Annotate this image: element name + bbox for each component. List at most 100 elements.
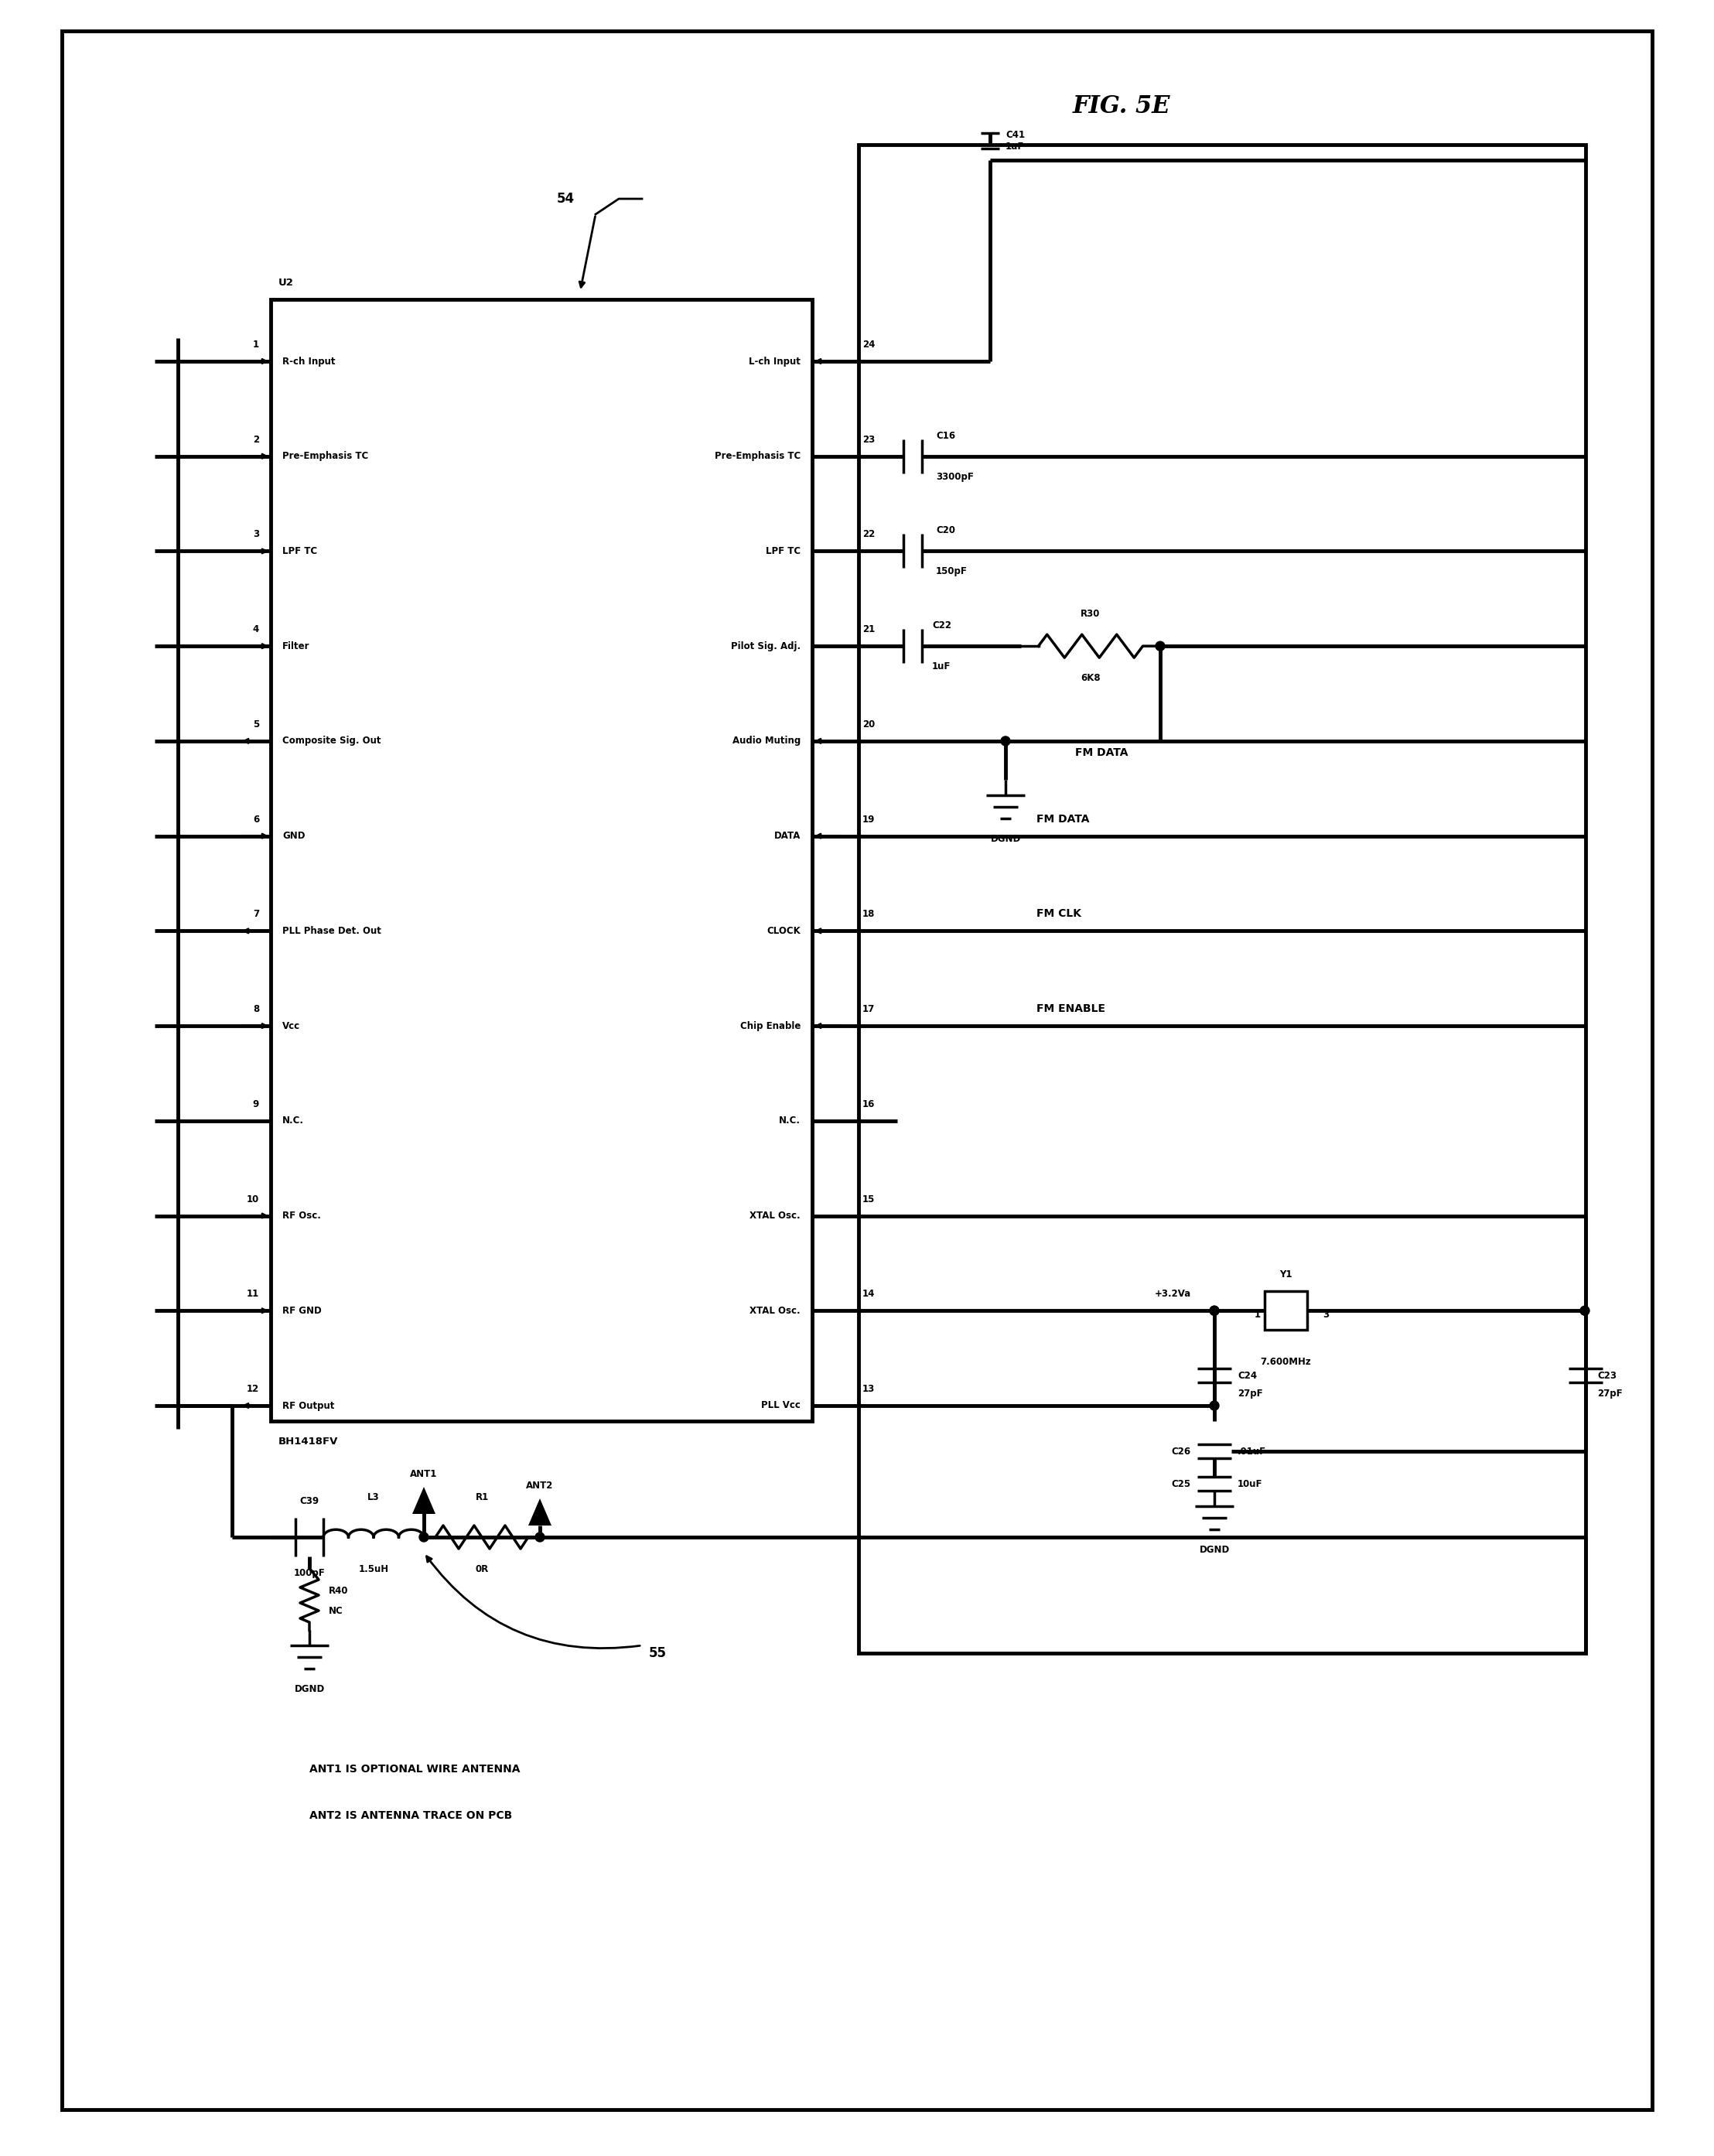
Circle shape xyxy=(1580,1307,1589,1315)
Text: R-ch Input: R-ch Input xyxy=(283,356,336,367)
Text: L3: L3 xyxy=(367,1492,379,1503)
Polygon shape xyxy=(413,1488,435,1514)
Text: 19: 19 xyxy=(862,815,876,824)
Text: Pre-Emphasis TC: Pre-Emphasis TC xyxy=(715,451,800,461)
Text: Pilot Sig. Adj.: Pilot Sig. Adj. xyxy=(730,640,800,651)
Text: .01uF: .01uF xyxy=(1238,1447,1267,1455)
Text: 6K8: 6K8 xyxy=(1080,673,1100,683)
Text: 7.600MHz: 7.600MHz xyxy=(1260,1356,1311,1367)
Text: Composite Sig. Out: Composite Sig. Out xyxy=(283,735,381,746)
Text: XTAL Osc.: XTAL Osc. xyxy=(749,1307,800,1315)
Text: DGND: DGND xyxy=(1200,1546,1229,1554)
Text: NC: NC xyxy=(329,1606,343,1615)
Text: 10uF: 10uF xyxy=(1238,1479,1263,1490)
Text: ANT1 IS OPTIONAL WIRE ANTENNA: ANT1 IS OPTIONAL WIRE ANTENNA xyxy=(310,1764,519,1774)
Text: L-ch Input: L-ch Input xyxy=(749,356,800,367)
Circle shape xyxy=(535,1533,545,1542)
Text: 100pF: 100pF xyxy=(293,1567,326,1578)
Text: R40: R40 xyxy=(329,1587,348,1595)
FancyBboxPatch shape xyxy=(62,30,1652,2109)
Text: RF GND: RF GND xyxy=(283,1307,322,1315)
Circle shape xyxy=(1155,642,1166,651)
Text: LPF TC: LPF TC xyxy=(283,545,317,556)
Text: 5: 5 xyxy=(252,720,259,729)
Text: XTAL Osc.: XTAL Osc. xyxy=(749,1212,800,1220)
Text: R30: R30 xyxy=(1082,608,1100,619)
Text: 54: 54 xyxy=(557,192,574,205)
FancyBboxPatch shape xyxy=(1265,1291,1308,1330)
Circle shape xyxy=(1210,1401,1219,1410)
FancyBboxPatch shape xyxy=(271,300,812,1421)
Circle shape xyxy=(1001,737,1010,746)
Text: ANT2: ANT2 xyxy=(526,1481,554,1490)
Text: 13: 13 xyxy=(862,1384,874,1395)
Text: Audio Muting: Audio Muting xyxy=(732,735,800,746)
Text: C41
1uF: C41 1uF xyxy=(1006,129,1025,151)
Text: 16: 16 xyxy=(862,1100,876,1108)
Text: C20: C20 xyxy=(936,526,955,535)
Text: C39: C39 xyxy=(300,1496,319,1507)
Text: Vcc: Vcc xyxy=(283,1020,300,1031)
Text: R1: R1 xyxy=(475,1492,488,1503)
Text: C22: C22 xyxy=(932,621,951,630)
Text: BH1418FV: BH1418FV xyxy=(278,1436,338,1447)
Text: 3300pF: 3300pF xyxy=(936,472,974,481)
Text: C26: C26 xyxy=(1172,1447,1191,1455)
Text: C16: C16 xyxy=(936,431,955,440)
Text: FM ENABLE: FM ENABLE xyxy=(1037,1003,1106,1013)
Text: 20: 20 xyxy=(862,720,874,729)
Text: RF Output: RF Output xyxy=(283,1401,334,1410)
Text: 1uF: 1uF xyxy=(932,662,951,673)
Text: 23: 23 xyxy=(862,436,874,444)
Text: 24: 24 xyxy=(862,341,876,349)
Text: Pre-Emphasis TC: Pre-Emphasis TC xyxy=(283,451,369,461)
FancyBboxPatch shape xyxy=(859,144,1585,1654)
Text: C24: C24 xyxy=(1238,1371,1256,1380)
Polygon shape xyxy=(528,1498,552,1526)
Text: Y1: Y1 xyxy=(1279,1270,1292,1281)
Text: FM DATA: FM DATA xyxy=(1037,813,1090,824)
Text: FIG. 5E: FIG. 5E xyxy=(1073,95,1171,119)
Text: 150pF: 150pF xyxy=(936,567,967,576)
Text: 27pF: 27pF xyxy=(1597,1388,1623,1399)
Text: LPF TC: LPF TC xyxy=(766,545,800,556)
Text: N.C.: N.C. xyxy=(283,1117,303,1125)
Text: 11: 11 xyxy=(247,1289,259,1300)
Text: 8: 8 xyxy=(252,1005,259,1013)
Text: CLOCK: CLOCK xyxy=(766,925,800,936)
Text: 17: 17 xyxy=(862,1005,874,1013)
Text: DATA: DATA xyxy=(775,830,800,841)
Text: 3: 3 xyxy=(1323,1309,1328,1319)
Text: 0R: 0R xyxy=(475,1565,488,1574)
Text: 9: 9 xyxy=(252,1100,259,1108)
Text: 7: 7 xyxy=(254,910,259,918)
Text: 10: 10 xyxy=(247,1194,259,1205)
Text: GND: GND xyxy=(283,830,305,841)
Text: 4: 4 xyxy=(252,625,259,634)
Text: 2: 2 xyxy=(254,436,259,444)
Text: 21: 21 xyxy=(862,625,874,634)
Text: +3.2Va: +3.2Va xyxy=(1155,1289,1191,1300)
Text: PLL Phase Det. Out: PLL Phase Det. Out xyxy=(283,925,381,936)
Text: FM DATA: FM DATA xyxy=(1075,748,1128,759)
Text: 18: 18 xyxy=(862,910,876,918)
Text: FM CLK: FM CLK xyxy=(1037,908,1082,918)
Text: Chip Enable: Chip Enable xyxy=(740,1020,800,1031)
Circle shape xyxy=(1210,1307,1219,1315)
Circle shape xyxy=(1210,1307,1219,1315)
Text: 27pF: 27pF xyxy=(1238,1388,1263,1399)
Text: 22: 22 xyxy=(862,530,874,539)
Text: C25: C25 xyxy=(1172,1479,1191,1490)
Text: RF Osc.: RF Osc. xyxy=(283,1212,321,1220)
Text: DGND: DGND xyxy=(991,834,1020,843)
Text: 1.5uH: 1.5uH xyxy=(358,1565,389,1574)
Text: 55: 55 xyxy=(648,1647,667,1660)
Text: Filter: Filter xyxy=(283,640,310,651)
Text: N.C.: N.C. xyxy=(778,1117,800,1125)
Circle shape xyxy=(420,1533,428,1542)
Text: C23: C23 xyxy=(1597,1371,1616,1380)
Text: ANT1: ANT1 xyxy=(410,1468,437,1479)
Text: 15: 15 xyxy=(862,1194,876,1205)
Text: 1: 1 xyxy=(254,341,259,349)
Text: ANT2 IS ANTENNA TRACE ON PCB: ANT2 IS ANTENNA TRACE ON PCB xyxy=(310,1811,512,1822)
